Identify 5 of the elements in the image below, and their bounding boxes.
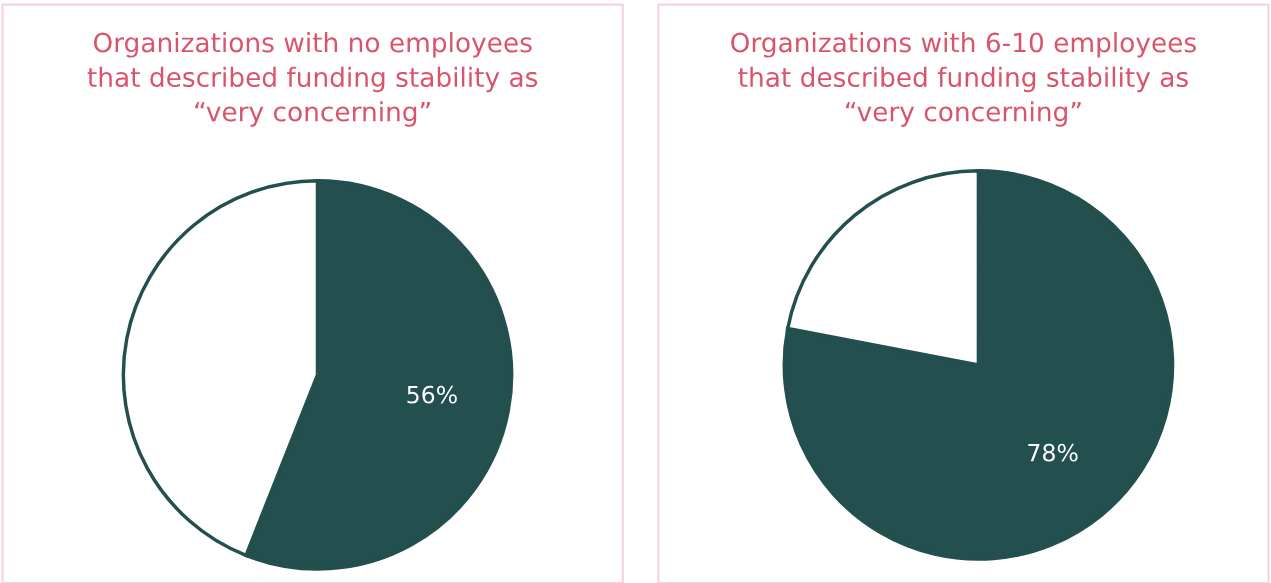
data-label: 56% <box>407 385 457 404</box>
chart-title: Organizations with no employees that described funding stability as “very concerning” <box>87 32 538 127</box>
pie-slice <box>782 169 1175 561</box>
chart-title: Organizations with 6-10 employees that described funding stability as “very concerning” <box>731 32 1196 127</box>
data-label: 78% <box>1028 443 1078 462</box>
